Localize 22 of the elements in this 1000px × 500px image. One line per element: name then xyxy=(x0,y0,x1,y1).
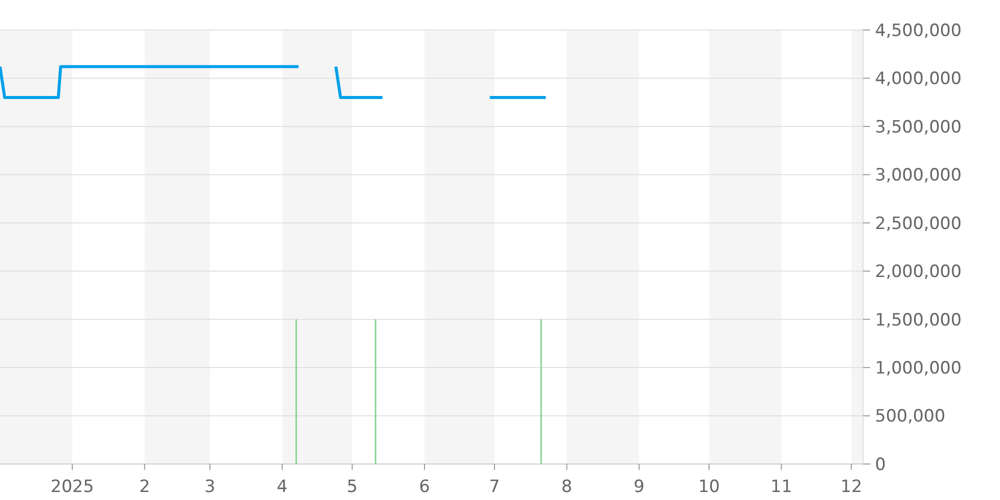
x-tick-label: 9 xyxy=(634,477,644,497)
y-tick-label: 2,500,000 xyxy=(875,214,962,234)
x-tick-label: 6 xyxy=(419,477,430,497)
y-tick-label: 0 xyxy=(875,454,886,475)
y-tick-label: 4,000,000 xyxy=(875,69,962,90)
y-tick-label: 2,000,000 xyxy=(875,262,962,282)
y-tick-label: 3,500,000 xyxy=(875,117,962,138)
y-tick-label: 1,500,000 xyxy=(875,310,962,330)
x-tick-label: 8 xyxy=(561,477,572,497)
x-tick-label: 3 xyxy=(204,477,216,497)
y-tick-label: 4,500,000 xyxy=(875,20,962,41)
x-tick-label: 12 xyxy=(840,477,862,497)
x-tick-label: 5 xyxy=(346,477,358,497)
x-tick-label: 7 xyxy=(489,477,500,497)
x-tick-label: 10 xyxy=(698,477,720,497)
x-tick-label: 4 xyxy=(276,477,288,497)
x-tick-label: 11 xyxy=(770,477,792,497)
x-tick-label: 2025 xyxy=(50,477,94,497)
x-tick-label: 2 xyxy=(139,477,150,497)
y-tick-label: 3,000,000 xyxy=(875,166,962,186)
y-tick-label: 500,000 xyxy=(875,406,946,427)
y-tick-label: 1,000,000 xyxy=(875,358,962,379)
